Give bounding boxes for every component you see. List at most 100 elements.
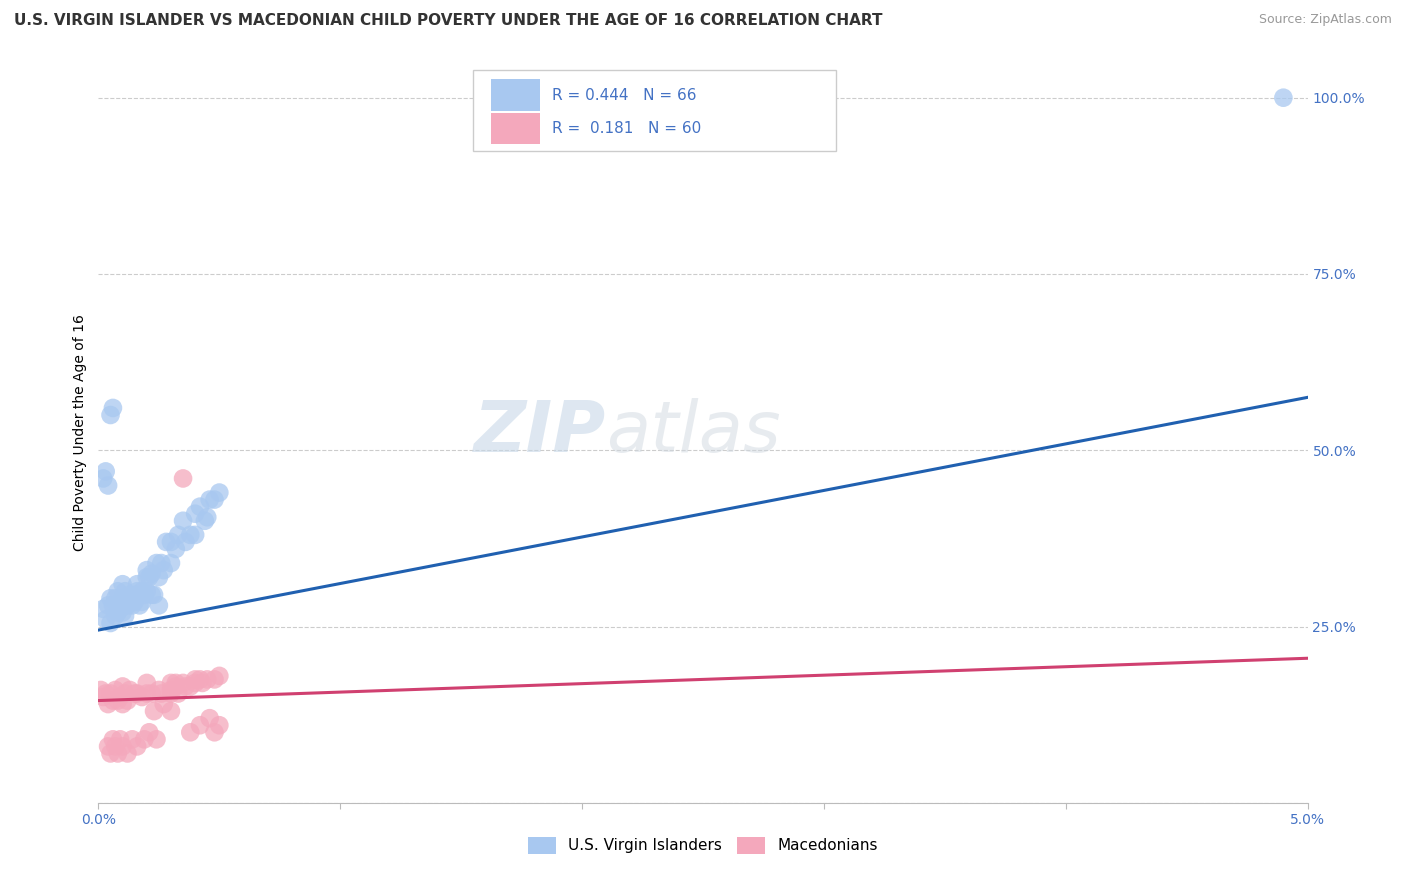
- Point: [145, 732, 167, 747]
- Point: [135, 676, 157, 690]
- Point: [100, 615, 122, 630]
- Point: [148, 599, 170, 613]
- Point: [152, 563, 174, 577]
- Point: [128, 599, 150, 613]
- Point: [204, 492, 226, 507]
- Point: [101, 599, 124, 613]
- Point: [204, 673, 226, 687]
- Point: [111, 591, 134, 606]
- Point: [108, 732, 131, 747]
- Point: [188, 500, 211, 514]
- Point: [188, 673, 211, 687]
- Point: [208, 669, 231, 683]
- Legend: U.S. Virgin Islanders, Macedonians: U.S. Virgin Islanders, Macedonians: [520, 829, 886, 862]
- Point: [1272, 91, 1295, 105]
- Point: [160, 704, 183, 718]
- Point: [117, 693, 139, 707]
- Point: [150, 686, 173, 700]
- Point: [167, 528, 190, 542]
- Point: [118, 588, 141, 602]
- Point: [101, 732, 124, 747]
- Point: [97, 739, 120, 754]
- Point: [94, 686, 117, 700]
- Point: [148, 570, 170, 584]
- Text: U.S. VIRGIN ISLANDER VS MACEDONIAN CHILD POVERTY UNDER THE AGE OF 16 CORRELATION: U.S. VIRGIN ISLANDER VS MACEDONIAN CHILD…: [14, 13, 883, 29]
- Point: [114, 584, 136, 599]
- Point: [188, 718, 211, 732]
- Point: [111, 680, 134, 694]
- Point: [104, 739, 127, 754]
- Point: [111, 697, 134, 711]
- Point: [184, 673, 207, 687]
- Point: [198, 711, 221, 725]
- Point: [165, 676, 187, 690]
- Point: [195, 673, 218, 687]
- Point: [107, 606, 129, 620]
- Point: [104, 609, 127, 624]
- Point: [107, 584, 129, 599]
- Point: [94, 464, 117, 478]
- Point: [152, 697, 174, 711]
- Point: [195, 510, 218, 524]
- Point: [108, 602, 131, 616]
- Point: [160, 556, 183, 570]
- Point: [100, 591, 122, 606]
- Point: [165, 541, 187, 556]
- Point: [108, 599, 131, 613]
- Point: [97, 697, 120, 711]
- Point: [167, 686, 190, 700]
- Point: [174, 535, 197, 549]
- Point: [111, 606, 134, 620]
- Text: Source: ZipAtlas.com: Source: ZipAtlas.com: [1258, 13, 1392, 27]
- Point: [131, 595, 153, 609]
- Point: [94, 612, 117, 626]
- Point: [100, 686, 122, 700]
- Text: atlas: atlas: [606, 398, 780, 467]
- Point: [121, 599, 143, 613]
- Point: [135, 584, 157, 599]
- Point: [138, 725, 160, 739]
- Point: [208, 485, 231, 500]
- Point: [104, 591, 127, 606]
- Point: [97, 478, 120, 492]
- Point: [141, 566, 163, 581]
- Point: [131, 584, 153, 599]
- Point: [155, 535, 177, 549]
- Point: [101, 693, 124, 707]
- FancyBboxPatch shape: [492, 79, 540, 111]
- Point: [143, 704, 166, 718]
- Point: [138, 570, 160, 584]
- FancyBboxPatch shape: [474, 70, 837, 152]
- Point: [145, 556, 167, 570]
- Point: [100, 747, 122, 761]
- Point: [111, 739, 134, 754]
- Point: [174, 680, 197, 694]
- Point: [121, 732, 143, 747]
- Point: [118, 683, 141, 698]
- Point: [135, 570, 157, 584]
- Point: [160, 676, 183, 690]
- Point: [150, 556, 173, 570]
- Point: [179, 725, 201, 739]
- Point: [114, 686, 136, 700]
- Point: [127, 577, 149, 591]
- Point: [179, 528, 201, 542]
- Point: [208, 718, 231, 732]
- Y-axis label: Child Poverty Under the Age of 16: Child Poverty Under the Age of 16: [73, 314, 87, 551]
- Point: [165, 680, 187, 694]
- Point: [124, 595, 146, 609]
- Point: [134, 732, 156, 747]
- Point: [114, 609, 136, 624]
- Point: [204, 725, 226, 739]
- Point: [107, 693, 129, 707]
- Point: [124, 686, 146, 700]
- Point: [135, 686, 157, 700]
- Point: [135, 563, 157, 577]
- Point: [117, 591, 139, 606]
- Point: [118, 595, 141, 609]
- Point: [97, 599, 120, 613]
- Point: [111, 577, 134, 591]
- Point: [194, 514, 217, 528]
- Point: [111, 599, 134, 613]
- Point: [134, 588, 156, 602]
